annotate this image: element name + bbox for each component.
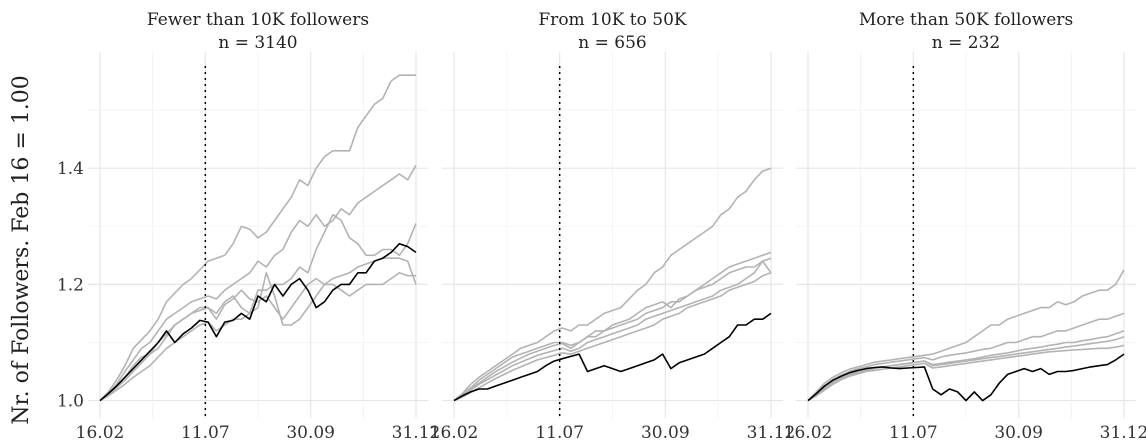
- y-tick-label: 1.4: [57, 159, 84, 179]
- vline-layer: [204, 66, 915, 418]
- highlight-series-line-2: [453, 312, 772, 402]
- x-tick-label: 31.12: [747, 423, 796, 441]
- panel-title: More than 50K followers: [859, 10, 1073, 30]
- panel-subtitle: n = 3140: [218, 33, 297, 53]
- grey-series-line-3-1: [807, 269, 1125, 402]
- panel-title: Fewer than 10K followers: [147, 10, 369, 30]
- y-tick-label: 1.0: [57, 392, 84, 412]
- grey-series-line-3-3: [807, 330, 1125, 402]
- grey-series-line-1-5: [99, 271, 416, 402]
- grid-layer: [88, 52, 1136, 418]
- series-layer: [99, 74, 1125, 402]
- grey-series-line-3-2: [807, 312, 1125, 402]
- grey-series-line-2-1: [453, 167, 772, 402]
- highlight-series-line-3: [807, 353, 1125, 402]
- grey-series-line-1-1: [99, 74, 416, 402]
- x-tick-label: 11.07: [181, 423, 230, 441]
- x-tick-label: 11.07: [889, 423, 938, 441]
- x-tick-label: 11.07: [535, 423, 584, 441]
- x-tick-label: 30.09: [641, 423, 690, 441]
- grey-series-line-1-2: [99, 164, 417, 402]
- x-tick-label: 16.02: [784, 423, 833, 441]
- grey-series-line-2-2: [453, 251, 772, 402]
- grey-series-line-2-3: [453, 257, 772, 402]
- y-tick-label: 1.2: [57, 275, 84, 295]
- grey-series-line-3-5: [807, 344, 1125, 402]
- grey-series-line-2-4: [453, 260, 772, 402]
- y-axis-label: Nr. of Followers. Feb 16 = 1.00: [9, 75, 34, 425]
- grey-series-line-1-4: [99, 257, 417, 402]
- panel-subtitle: n = 656: [578, 33, 646, 53]
- x-tick-label: 30.09: [994, 423, 1043, 441]
- x-tick-label: 16.02: [76, 423, 125, 441]
- x-tick-label: 30.09: [286, 423, 335, 441]
- x-tick-label: 31.12: [392, 423, 441, 441]
- x-tick-label: 31.12: [1100, 423, 1146, 441]
- panel-title: From 10K to 50K: [538, 10, 687, 30]
- grey-series-line-1-3: [99, 213, 417, 402]
- panel-subtitle: n = 232: [932, 33, 1000, 53]
- text-layer: Fewer than 10K followers n = 3140 16.02 11.…: [57, 10, 1146, 441]
- grey-series-line-3-4: [807, 335, 1125, 402]
- grey-series-line-2-5: [453, 272, 772, 402]
- highlight-series-line-1: [99, 242, 417, 402]
- x-tick-label: 16.02: [430, 423, 479, 441]
